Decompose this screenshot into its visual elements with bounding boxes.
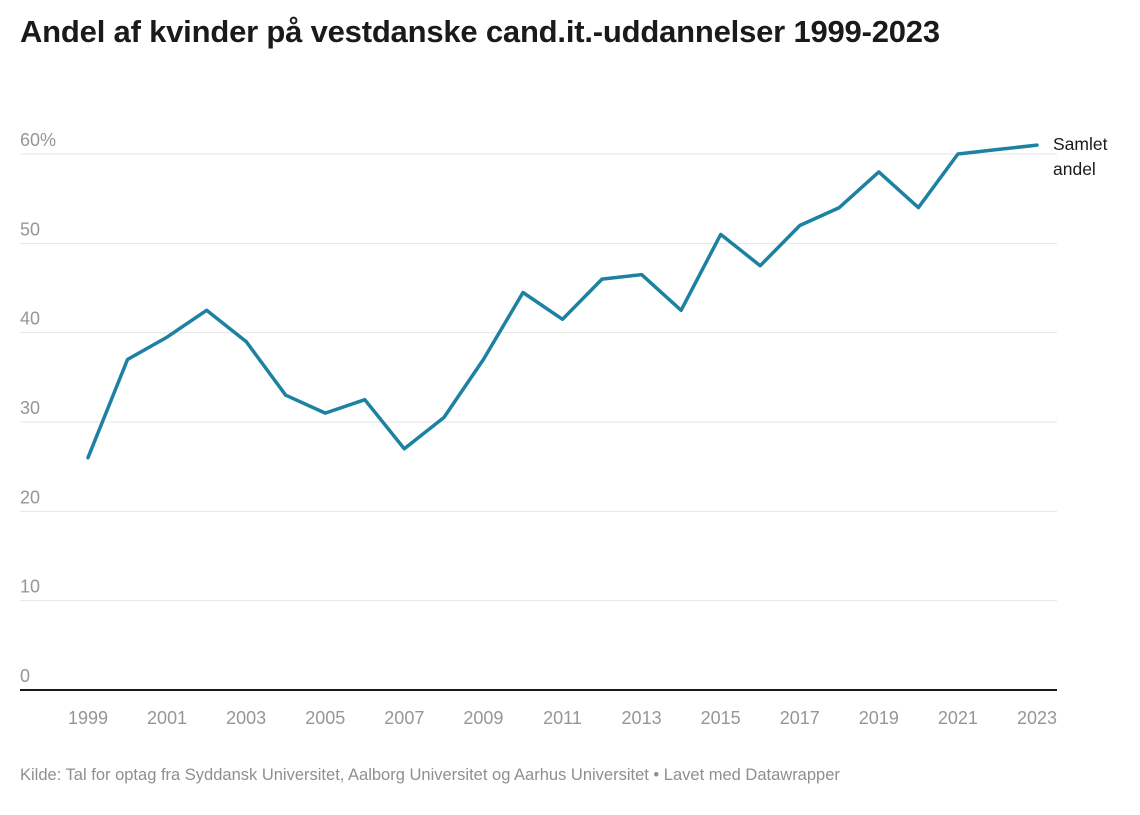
x-tick-label: 2023 (1017, 708, 1057, 728)
series-line-samlet-andel (86, 143, 1039, 460)
x-tick-label: 2015 (701, 708, 741, 728)
y-tick-label: 30 (20, 398, 40, 418)
x-tick-label: 2009 (463, 708, 503, 728)
y-tick-label: 10 (20, 577, 40, 597)
x-tick-label: 2001 (147, 708, 187, 728)
source-and-credit-line: Kilde: Tal for optag fra Syddansk Univer… (20, 766, 840, 784)
x-tick-label: 2021 (938, 708, 978, 728)
x-tick-label: 2017 (780, 708, 820, 728)
y-tick-label: 60% (20, 130, 56, 150)
y-tick-label: 20 (20, 487, 40, 507)
x-tick-label: 2007 (384, 708, 424, 728)
x-tick-label: 2003 (226, 708, 266, 728)
x-tick-label: 2011 (543, 708, 582, 728)
y-tick-label: 50 (20, 219, 40, 239)
y-tick-label: 40 (20, 309, 40, 329)
series-end-label: Samlet andel (1053, 134, 1108, 180)
x-tick-label: 2013 (622, 708, 662, 728)
chart-title: Andel af kvinder på vestdanske cand.it.-… (20, 14, 940, 49)
x-tick-label: 2019 (859, 708, 899, 728)
y-tick-label: 0 (20, 666, 30, 686)
x-tick-label: 1999 (68, 708, 108, 728)
x-tick-label: 2005 (305, 708, 345, 728)
chart-svg: 0 10 20 30 40 50 60% 1999 2001 2003 2005 2007 2009 20… (20, 130, 1057, 728)
